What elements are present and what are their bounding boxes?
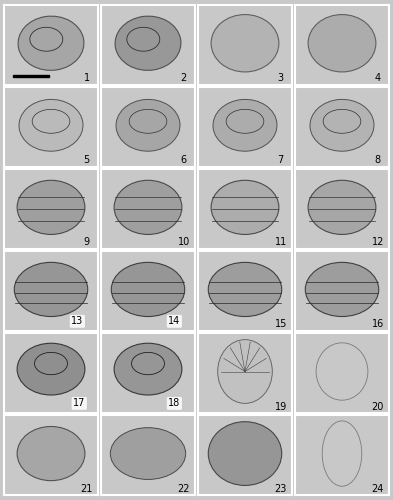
Text: 10: 10 bbox=[178, 238, 190, 248]
Ellipse shape bbox=[308, 180, 376, 234]
Ellipse shape bbox=[211, 14, 279, 72]
Text: 17: 17 bbox=[73, 398, 85, 408]
Ellipse shape bbox=[218, 340, 272, 404]
Ellipse shape bbox=[305, 262, 379, 316]
Text: 22: 22 bbox=[178, 484, 190, 494]
Ellipse shape bbox=[316, 343, 368, 400]
Text: 5: 5 bbox=[84, 156, 90, 166]
Ellipse shape bbox=[110, 428, 185, 480]
Text: 3: 3 bbox=[278, 74, 284, 84]
Text: 1: 1 bbox=[84, 74, 90, 84]
Ellipse shape bbox=[19, 100, 83, 151]
Ellipse shape bbox=[322, 421, 362, 486]
Text: 21: 21 bbox=[81, 484, 93, 494]
Ellipse shape bbox=[310, 100, 374, 151]
FancyBboxPatch shape bbox=[13, 75, 49, 76]
Text: 15: 15 bbox=[275, 320, 287, 330]
Ellipse shape bbox=[17, 426, 85, 480]
Ellipse shape bbox=[114, 180, 182, 234]
Ellipse shape bbox=[208, 262, 282, 316]
Text: 4: 4 bbox=[375, 74, 381, 84]
Ellipse shape bbox=[18, 16, 84, 70]
Text: 11: 11 bbox=[275, 238, 287, 248]
Ellipse shape bbox=[213, 100, 277, 151]
Ellipse shape bbox=[17, 343, 85, 395]
Ellipse shape bbox=[208, 422, 282, 486]
Text: 12: 12 bbox=[372, 238, 384, 248]
Ellipse shape bbox=[14, 262, 88, 316]
Ellipse shape bbox=[17, 180, 85, 234]
Ellipse shape bbox=[115, 16, 181, 70]
Text: 19: 19 bbox=[275, 402, 287, 411]
Text: 13: 13 bbox=[71, 316, 83, 326]
Text: 9: 9 bbox=[84, 238, 90, 248]
Text: 23: 23 bbox=[275, 484, 287, 494]
Text: 20: 20 bbox=[372, 402, 384, 411]
Ellipse shape bbox=[114, 343, 182, 395]
Text: 2: 2 bbox=[181, 74, 187, 84]
Text: 14: 14 bbox=[168, 316, 180, 326]
Text: 7: 7 bbox=[277, 156, 284, 166]
Text: 6: 6 bbox=[181, 156, 187, 166]
Text: 16: 16 bbox=[372, 320, 384, 330]
Ellipse shape bbox=[111, 262, 185, 316]
Text: 18: 18 bbox=[168, 398, 180, 408]
Ellipse shape bbox=[308, 14, 376, 72]
Ellipse shape bbox=[116, 100, 180, 151]
Text: 24: 24 bbox=[372, 484, 384, 494]
Ellipse shape bbox=[211, 180, 279, 234]
Text: 8: 8 bbox=[375, 156, 381, 166]
